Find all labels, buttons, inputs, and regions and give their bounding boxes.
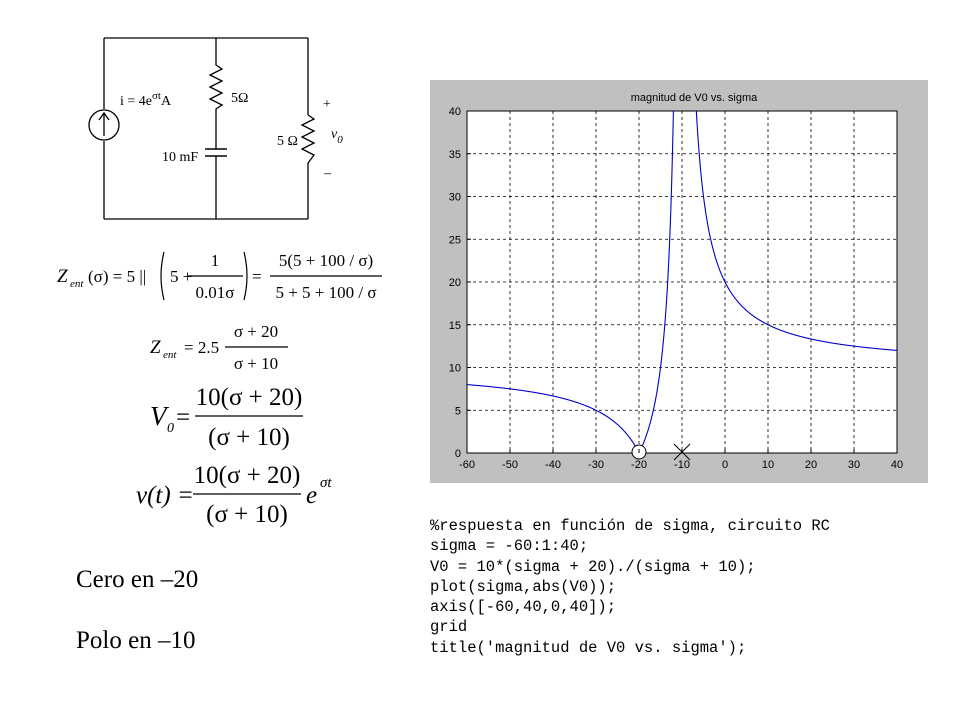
svg-text:e: e	[306, 482, 317, 509]
pole-note: Polo en –10	[76, 627, 196, 654]
svg-text:σ + 10: σ + 10	[234, 354, 278, 373]
x-tick-label: -10	[674, 459, 690, 471]
y-tick-label: 5	[455, 405, 461, 417]
svg-text:5(5 + 100 / σ): 5(5 + 100 / σ)	[279, 251, 373, 270]
r2-label: 5 Ω	[277, 134, 298, 149]
vout-label: v0	[331, 127, 343, 146]
y-tick-label: 10	[449, 363, 461, 375]
svg-text:V: V	[150, 401, 170, 431]
svg-text:ent: ent	[163, 349, 177, 361]
svg-text:v(t) =: v(t) =	[136, 482, 194, 509]
svg-text:(σ) = 5 ||: (σ) = 5 ||	[88, 267, 146, 286]
r1-label: 5Ω	[231, 91, 248, 106]
code-line: title('magnitud de V0 vs. sigma');	[430, 638, 747, 657]
svg-text:ent: ent	[70, 278, 84, 290]
capacitor-label: 10 mF	[162, 150, 198, 165]
svg-text:σ + 20: σ + 20	[234, 322, 278, 341]
eq-z-ent-full: Z ent (σ) = 5 || 5 + 1 0.01σ = 5(5 + 100…	[57, 251, 382, 302]
resistor-r2	[300, 114, 316, 164]
chart-title: magnitud de V0 vs. sigma	[631, 92, 758, 104]
equations: Z ent (σ) = 5 || 5 + 1 0.01σ = 5(5 + 100…	[57, 251, 382, 528]
x-tick-label: 0	[722, 459, 728, 471]
x-tick-label: -30	[588, 459, 604, 471]
y-tick-label: 0	[455, 448, 461, 460]
zero-note: Cero en –20	[76, 566, 199, 593]
x-tick-label: 30	[848, 459, 860, 471]
vout-minus: –	[323, 166, 332, 181]
current-source	[88, 109, 120, 141]
y-tick-label: 35	[449, 149, 461, 161]
x-tick-label: 40	[891, 459, 903, 471]
svg-text:5 +: 5 +	[170, 267, 192, 286]
vout-plus: +	[323, 97, 331, 112]
x-tick-label: 10	[762, 459, 774, 471]
svg-text:1: 1	[211, 251, 220, 270]
svg-text:Z: Z	[57, 266, 68, 287]
svg-text:0: 0	[167, 421, 174, 436]
curve-layer	[467, 111, 897, 453]
svg-text:0.01σ: 0.01σ	[196, 283, 235, 302]
series-line	[467, 111, 674, 453]
code-line: sigma = -60:1:40;	[430, 537, 589, 556]
x-tick-label: -20	[631, 459, 647, 471]
svg-text:=: =	[176, 404, 190, 431]
code-line: grid	[430, 618, 468, 637]
svg-text:(σ + 10): (σ + 10)	[208, 424, 290, 451]
tick-layer: -60 -50 -40 -30 -20 -10 0 10 20 30 40 0 5 10 15 20 25 30 3…	[449, 106, 903, 471]
svg-text:= 2.5: = 2.5	[184, 338, 219, 357]
y-tick-label: 25	[449, 234, 461, 246]
y-tick-label: 20	[449, 277, 461, 289]
svg-text:Z: Z	[150, 337, 161, 358]
code-line: axis([-60,40,0,40]);	[430, 598, 617, 617]
code-line: plot(sigma,abs(V0));	[430, 577, 617, 596]
rc-circuit-diagram: i = 4eσtA 5Ω 10 mF 5 Ω + – v0	[88, 37, 343, 220]
eq-z-ent-simple: Z ent = 2.5 σ + 20 σ + 10	[150, 322, 288, 373]
eq-v0: V 0 = 10(σ + 20) (σ + 10)	[150, 384, 303, 451]
y-tick-label: 30	[449, 192, 461, 204]
x-tick-label: -50	[502, 459, 518, 471]
code-line: %respuesta en función de sigma, circuito…	[430, 517, 830, 535]
svg-text:5 + 5 + 100 / σ: 5 + 5 + 100 / σ	[275, 283, 376, 302]
plot-svg: magnitud de V0 vs. sigma -60 -50 -40 -30 -20…	[449, 92, 903, 471]
current-source-arrow	[98, 111, 110, 136]
series-line	[695, 111, 897, 351]
source-label: i = 4eσtA	[120, 90, 172, 109]
svg-text:σt: σt	[320, 475, 332, 491]
plot-figure: magnitud de V0 vs. sigma -60 -50 -40 -30 -20…	[430, 80, 928, 483]
svg-text:=: =	[252, 267, 262, 286]
x-tick-label: -40	[545, 459, 561, 471]
x-tick-label: 20	[805, 459, 817, 471]
x-tick-label: -60	[459, 459, 475, 471]
svg-text:10(σ + 20): 10(σ + 20)	[194, 462, 301, 489]
matlab-code: %respuesta en función de sigma, circuito…	[430, 516, 830, 658]
y-tick-label: 40	[449, 106, 461, 118]
code-line: V0 = 10*(sigma + 20)./(sigma + 10);	[430, 557, 756, 576]
eq-vt: v(t) = 10(σ + 20) (σ + 10) e σt	[136, 462, 332, 528]
y-tick-label: 15	[449, 320, 461, 332]
svg-text:10(σ + 20): 10(σ + 20)	[196, 384, 303, 411]
svg-text:(σ + 10): (σ + 10)	[206, 501, 288, 528]
resistor-r1	[208, 38, 224, 149]
